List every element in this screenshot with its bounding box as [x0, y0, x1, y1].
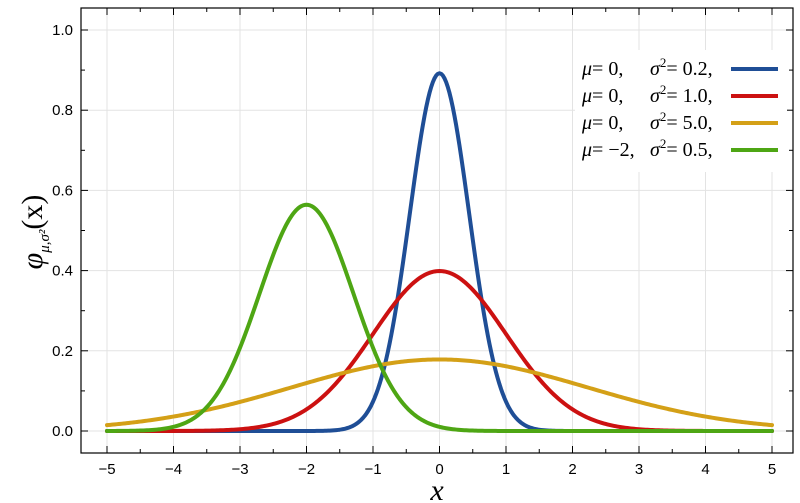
- y-tick-label: 0.2: [52, 343, 73, 360]
- legend-sigma-2: σ2= 1.0,: [650, 82, 713, 107]
- x-tick-label: −1: [364, 461, 381, 478]
- legend-sigma-3: σ2= 5.0,: [650, 109, 713, 134]
- legend-sigma-1: σ2= 0.2,: [650, 55, 713, 80]
- y-axis-label: φμ,σ²(x): [16, 195, 53, 270]
- legend-mu-1: μ= 0,: [581, 58, 623, 80]
- y-tick-label: 0.4: [52, 263, 73, 280]
- legend-mu-3: μ= 0,: [581, 112, 623, 134]
- x-axis-label: x: [429, 474, 444, 503]
- legend-mu-2: μ= 0,: [581, 85, 623, 107]
- series-line-3: [105, 357, 774, 428]
- legend-mu-4: μ= −2,: [581, 139, 635, 161]
- y-axis-label-main: φ: [16, 253, 49, 270]
- x-tick-label: −4: [165, 461, 182, 478]
- y-tick-label: 1.0: [52, 22, 73, 39]
- x-tick-label: 3: [635, 461, 643, 478]
- x-tick-label: 5: [768, 461, 776, 478]
- curves: [105, 71, 774, 433]
- series-line-4: [105, 202, 774, 433]
- x-tick-label: −2: [298, 461, 315, 478]
- x-tick-label: 1: [502, 461, 510, 478]
- x-tick-label: 4: [701, 461, 709, 478]
- y-tick-label: 0.0: [52, 423, 73, 440]
- x-tick-label: −5: [98, 461, 115, 478]
- axis-ticks: −5 −4 −3 −2 −1 0 1 2 3 4 5 0.0 0.2 0.4 0.6 0.8 1.0: [52, 8, 793, 478]
- x-tick-label: 2: [568, 461, 576, 478]
- x-tick-label: 0: [435, 461, 443, 478]
- legend-sigma-4: σ2= 0.5,: [650, 136, 713, 161]
- y-axis-label-sub: μ,σ²: [37, 229, 53, 254]
- y-axis-label-arg: (x): [16, 195, 49, 230]
- y-tick-label: 0.8: [52, 102, 73, 119]
- x-tick-label: −3: [231, 461, 248, 478]
- y-tick-label: 0.6: [52, 182, 73, 199]
- legend: μ= 0, σ2= 0.2, μ= 0, σ2= 1.0, μ= 0, σ2= 5.0, μ…: [575, 50, 787, 172]
